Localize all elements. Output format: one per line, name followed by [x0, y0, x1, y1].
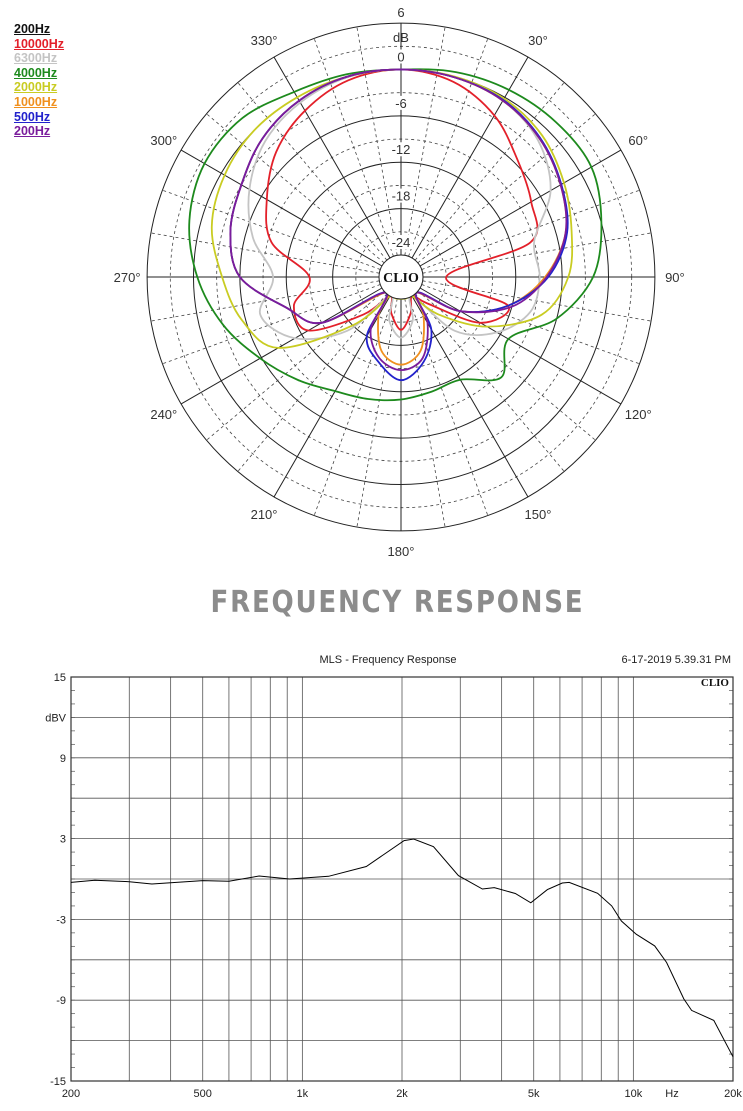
legend-entry: 6300Hz — [14, 51, 58, 66]
x-tick-label: 500 — [194, 1088, 212, 1100]
polar-spoke — [150, 280, 380, 322]
y-tick-label: -3 — [56, 914, 66, 926]
radial-label-bg — [389, 188, 413, 203]
polar-spoke — [162, 189, 381, 270]
plot-frame — [70, 676, 734, 1082]
angle-label: 240° — [150, 407, 177, 422]
x-tick-label: 2k — [396, 1088, 408, 1100]
polar-series-6300hz — [247, 68, 552, 341]
polar-spoke — [411, 295, 529, 498]
angle-label: 300° — [150, 133, 177, 148]
angle-label: 30° — [528, 33, 548, 48]
polar-spoke — [421, 189, 640, 270]
x-axis-label: Hz — [665, 1088, 678, 1100]
polar-spoke — [422, 232, 652, 274]
radial-tick-label: 0 — [397, 49, 404, 64]
legend-entry: 200Hz — [14, 124, 51, 139]
polar-series-1000hz — [229, 68, 568, 366]
angle-label: 150° — [525, 507, 552, 522]
angle-label: 60° — [628, 133, 648, 148]
radial-tick-label: 6 — [397, 5, 404, 20]
polar-spoke — [421, 284, 640, 365]
radial-label-bg — [389, 142, 413, 157]
polar-spoke — [206, 113, 385, 264]
polar-spoke — [356, 298, 398, 528]
y-tick-label: -15 — [50, 1076, 66, 1088]
angle-label: 330° — [251, 33, 278, 48]
legend-entry: 500Hz — [14, 109, 51, 124]
polar-series-200hz — [229, 68, 568, 372]
polar-spoke — [356, 26, 398, 256]
angle-label: 210° — [251, 507, 278, 522]
polar-spoke — [313, 38, 394, 257]
response-curve — [70, 838, 734, 1058]
radial-tick-label: -12 — [392, 142, 411, 157]
x-tick-label: 5k — [528, 1088, 540, 1100]
polar-spoke — [237, 293, 388, 472]
unit-label: dB — [393, 30, 409, 45]
chart-title: MLS - Frequency Response — [320, 654, 457, 666]
polar-spoke — [411, 56, 529, 259]
polar-spoke — [150, 232, 380, 274]
polar-spoke — [404, 26, 446, 256]
polar-spoke — [180, 287, 383, 405]
y-tick-label: 9 — [60, 753, 66, 765]
radial-label-bg — [389, 49, 413, 64]
polar-legend: 200Hz 10000Hz 6300Hz 4000Hz 2000Hz 1000H… — [14, 22, 64, 139]
legend-entry: 1000Hz — [14, 94, 58, 109]
polar-spoke — [414, 293, 565, 472]
polar-spoke — [313, 297, 394, 516]
angle-label: 270° — [114, 270, 141, 285]
frequency-response-chart: MLS - Frequency Response 6-17-2019 5.39.3… — [45, 654, 742, 1100]
clio-watermark: CLIO — [701, 677, 730, 689]
legend-entry: 2000Hz — [14, 80, 58, 95]
y-tick-label: 3 — [60, 834, 66, 846]
polar-spoke — [417, 290, 596, 441]
polar-spoke — [414, 82, 565, 261]
y-tick-label: 15 — [54, 672, 66, 684]
radial-label-bg — [389, 95, 413, 110]
x-tick-label: 10k — [624, 1088, 642, 1100]
polar-spoke — [237, 82, 388, 261]
legend-entry: 4000Hz — [14, 65, 58, 80]
polar-series-10000hz — [265, 68, 539, 332]
x-tick-label: 200 — [62, 1088, 80, 1100]
angle-label: 180° — [388, 544, 415, 559]
angle-label: 120° — [625, 407, 652, 422]
polar-spoke — [273, 56, 391, 259]
polar-spoke — [180, 149, 383, 267]
radial-label-bg — [389, 5, 413, 20]
polar-spoke — [206, 290, 385, 441]
polar-spoke — [419, 287, 622, 405]
y-axis-label: dBV — [45, 712, 66, 724]
angle-label: 90° — [665, 270, 685, 285]
polar-spoke — [417, 113, 596, 264]
polar-spoke — [404, 298, 446, 528]
polar-series-4000hz — [188, 68, 603, 402]
legend-entry: 10000Hz — [14, 36, 65, 51]
y-tick-label: -9 — [56, 995, 66, 1007]
polar-spoke — [408, 297, 489, 516]
legend-title: 200Hz — [14, 22, 51, 36]
radial-tick-label: -6 — [395, 96, 407, 111]
polar-spoke — [419, 149, 622, 267]
section-heading: FREQUENCY RESPONSE — [210, 585, 585, 620]
polar-plot: CLIO 6 0 -6 -12 -18 -24 dB 30° 60° 90° 120° 150° 180°… — [114, 5, 685, 559]
center-logo: CLIO — [383, 271, 419, 286]
x-tick-label: 20k — [724, 1088, 742, 1100]
center-disc — [378, 254, 424, 300]
radial-label-bg — [389, 235, 413, 249]
radial-tick-label: -18 — [392, 189, 411, 204]
radial-tick-label: -24 — [392, 235, 411, 250]
polar-spoke — [408, 38, 489, 257]
polar-spoke — [162, 284, 381, 365]
timestamp: 6-17-2019 5.39.31 PM — [622, 654, 731, 666]
x-tick-label: 1k — [297, 1088, 309, 1100]
